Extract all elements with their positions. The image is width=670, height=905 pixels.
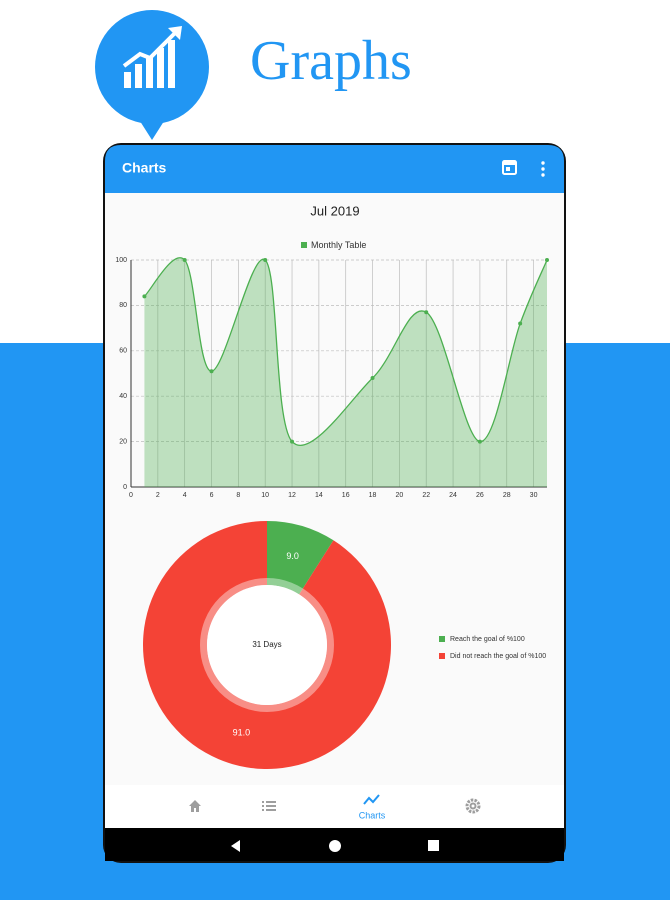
y-tick-label: 60 [119,348,127,355]
y-tick-label: 20 [119,438,127,445]
nav-settings[interactable] [465,798,481,814]
home-button[interactable] [329,840,341,852]
point [477,439,482,444]
donut-segment [143,521,392,769]
point [263,258,268,262]
point [209,369,214,374]
x-tick-label: 0 [129,492,133,499]
chart-title: Jul 2019 [310,203,359,218]
y-tick-label: 100 [115,257,127,264]
x-tick-label: 4 [183,492,187,499]
area [144,257,547,487]
legend-label: Reach the goal of %100 [450,636,525,643]
app-bar-title: Charts [122,160,167,176]
point [290,439,295,444]
x-tick-label: 28 [503,492,511,499]
recents-button[interactable] [428,840,439,851]
value-label: 91.0 [233,728,251,738]
bottom-nav [105,785,564,828]
point [518,321,523,326]
menu-button[interactable] [541,161,545,177]
y-tick-label: 0 [123,484,127,491]
x-tick-label: 16 [342,492,350,499]
x-tick-label: 10 [261,492,269,499]
x-tick-label: 26 [476,492,484,499]
nav-home[interactable] [189,800,201,812]
y-tick-label: 40 [119,393,127,400]
x-tick-label: 12 [288,492,296,499]
point [545,258,549,262]
back-button[interactable] [231,840,240,852]
nav-list[interactable] [262,801,276,811]
x-tick-label: 18 [369,492,377,499]
point [142,294,147,299]
nav-label: Charts [359,810,386,820]
center-label: 31 Days [252,640,281,649]
point [424,310,429,315]
calendar-button[interactable] [502,160,517,175]
x-tick-label: 8 [236,492,240,499]
x-tick-label: 2 [156,492,160,499]
value-label: 9.0 [286,551,299,561]
donut-segment [267,521,334,595]
app-bar [105,145,564,193]
y-tick-label: 80 [119,302,127,309]
x-tick-label: 24 [449,492,457,499]
x-tick-label: 22 [422,492,430,499]
x-tick-label: 20 [395,492,403,499]
x-tick-label: 14 [315,492,323,499]
nav-charts[interactable]: Charts [359,794,386,820]
legend-label: Did not reach the goal of %100 [450,653,546,660]
inner-ring [200,578,334,712]
x-tick-label: 6 [210,492,214,499]
hole [207,585,327,705]
point [182,258,187,262]
legend-swatch [301,242,307,248]
legend-label: Monthly Table [311,240,366,250]
header-icon [95,10,209,140]
legend-swatch [439,636,445,642]
line [143,257,548,446]
header-title: Graphs [250,30,412,92]
x-tick-label: 30 [530,492,538,499]
point [370,376,375,381]
legend-swatch [439,653,445,659]
